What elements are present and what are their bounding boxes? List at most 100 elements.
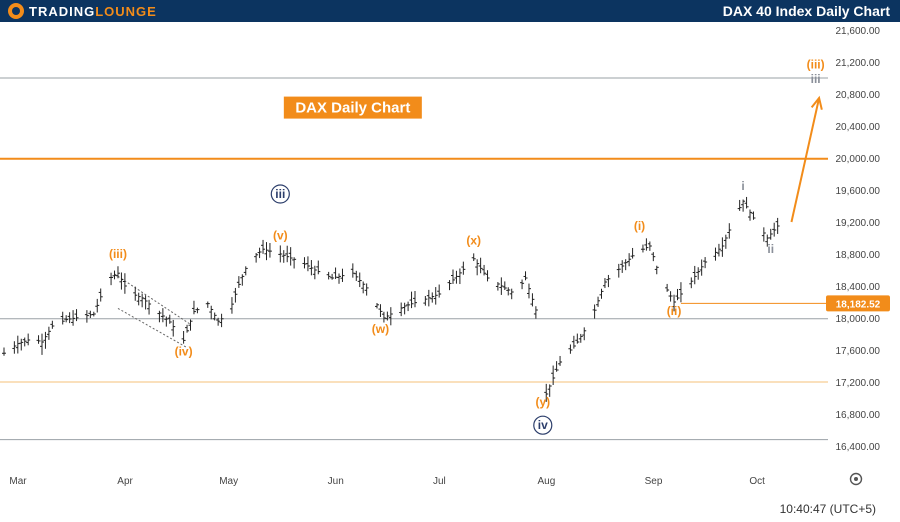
price-bar xyxy=(316,260,321,275)
price-bar xyxy=(243,266,248,276)
price-bar xyxy=(447,280,452,291)
wave-label-text: (iii) xyxy=(807,57,825,71)
price-bar xyxy=(240,274,245,286)
chart-header-title: DAX 40 Index Daily Chart xyxy=(722,3,890,19)
price-bar xyxy=(437,284,442,298)
price-bar xyxy=(288,247,293,266)
price-bar xyxy=(337,273,342,284)
price-bar xyxy=(229,297,234,314)
wave-label-10: i xyxy=(741,179,744,193)
price-label-text: 18,182.52 xyxy=(836,299,881,310)
price-bar xyxy=(143,295,148,310)
price-bar xyxy=(741,199,746,212)
price-bar xyxy=(216,317,221,326)
price-bar xyxy=(233,287,238,303)
price-bar xyxy=(309,260,314,276)
wave-label-text: (y) xyxy=(535,395,550,409)
price-bar xyxy=(713,247,718,261)
price-bar xyxy=(544,383,549,402)
wave-label-text: (ii) xyxy=(667,304,682,318)
price-bar xyxy=(744,196,749,209)
price-bar xyxy=(457,268,462,285)
price-bar xyxy=(185,324,190,333)
y-tick-label-2: 20,800.00 xyxy=(836,90,881,101)
price-bar xyxy=(520,279,525,290)
price-bar xyxy=(385,311,390,321)
price-bar xyxy=(478,257,483,274)
channel-lines xyxy=(114,273,191,349)
price-bar xyxy=(181,330,186,344)
price-bar xyxy=(219,313,224,328)
price-bar xyxy=(647,241,652,251)
price-bar xyxy=(195,307,200,314)
wave-label-2: iii xyxy=(270,184,290,204)
price-bar xyxy=(413,290,417,308)
price-bar xyxy=(689,277,694,289)
price-bar xyxy=(205,301,210,308)
price-bar xyxy=(723,234,728,249)
price-bar xyxy=(568,344,573,354)
price-bar xyxy=(399,302,404,317)
wave-labels: (iii)(iv)iii(v)(w)(x)(y)iv(i)(ii)iii(iii… xyxy=(109,57,825,435)
price-bar xyxy=(471,253,476,262)
price-bar xyxy=(523,271,528,281)
price-bar xyxy=(582,327,587,341)
x-axis: Mar Apr May Jun Jul Aug Sep Oct xyxy=(9,476,765,487)
price-bar xyxy=(430,292,435,303)
wave-label-6: (y) xyxy=(535,395,550,409)
channel-line-1 xyxy=(117,307,188,349)
x-tick-label-5: Aug xyxy=(538,476,556,487)
wave-label-9: (ii) xyxy=(667,304,682,318)
price-bar xyxy=(157,310,162,323)
x-tick-label-0: Mar xyxy=(9,476,27,487)
price-bar xyxy=(454,270,459,284)
arrow-head xyxy=(810,95,823,110)
price-bar xyxy=(665,283,670,292)
y-tick-label-7: 18,800.00 xyxy=(836,250,881,261)
price-bar xyxy=(140,293,145,308)
wave-label-text: ii xyxy=(767,242,774,256)
y-tick-label-12: 16,800.00 xyxy=(836,410,881,421)
price-bar xyxy=(616,263,621,278)
settings-gear-icon[interactable] xyxy=(849,472,863,486)
price-bar xyxy=(388,307,393,326)
price-bar xyxy=(571,335,576,349)
wave-label-circle xyxy=(533,415,553,435)
price-bar xyxy=(46,326,51,340)
price-bar xyxy=(12,341,17,354)
price-bar xyxy=(554,361,559,372)
price-bar xyxy=(495,282,500,291)
price-bar xyxy=(171,319,176,337)
price-bar xyxy=(654,265,659,275)
wave-label-7: iv xyxy=(533,415,553,435)
price-bar xyxy=(350,263,355,278)
price-bar xyxy=(485,270,490,282)
price-label-bg xyxy=(826,295,890,312)
x-tick-label-1: Apr xyxy=(117,476,133,487)
y-tick-label-13: 16,400.00 xyxy=(836,442,881,453)
price-bar xyxy=(39,333,44,355)
price-bar xyxy=(599,288,604,299)
price-bar xyxy=(302,257,307,269)
y-tick-label-9: 18,000.00 xyxy=(836,314,881,325)
arrow-shaft xyxy=(790,97,821,223)
price-bar xyxy=(188,319,193,331)
price-bar xyxy=(112,270,117,280)
price-bar xyxy=(761,227,766,242)
header-bar: TRADINGLOUNGE DAX 40 Index Daily Chart xyxy=(0,0,900,22)
y-tick-label-5: 19,600.00 xyxy=(836,186,881,197)
price-bar xyxy=(292,257,297,269)
price-bar xyxy=(281,250,286,263)
price-bar xyxy=(2,347,6,356)
price-bar xyxy=(482,264,487,276)
price-bar xyxy=(751,211,756,220)
price-bar xyxy=(261,239,266,254)
y-tick-label-4: 20,000.00 xyxy=(836,154,881,165)
wave-label-text: (iv) xyxy=(175,345,193,359)
price-bar xyxy=(60,311,65,325)
dax-daily-chart[interactable]: (iii)(iv)iii(v)(w)(x)(y)iv(i)(ii)iii(iii… xyxy=(0,22,900,500)
price-bar xyxy=(64,315,69,323)
price-bar xyxy=(167,314,172,324)
x-tick-label-7: Oct xyxy=(749,476,765,487)
wave-label-text: (v) xyxy=(273,229,288,243)
